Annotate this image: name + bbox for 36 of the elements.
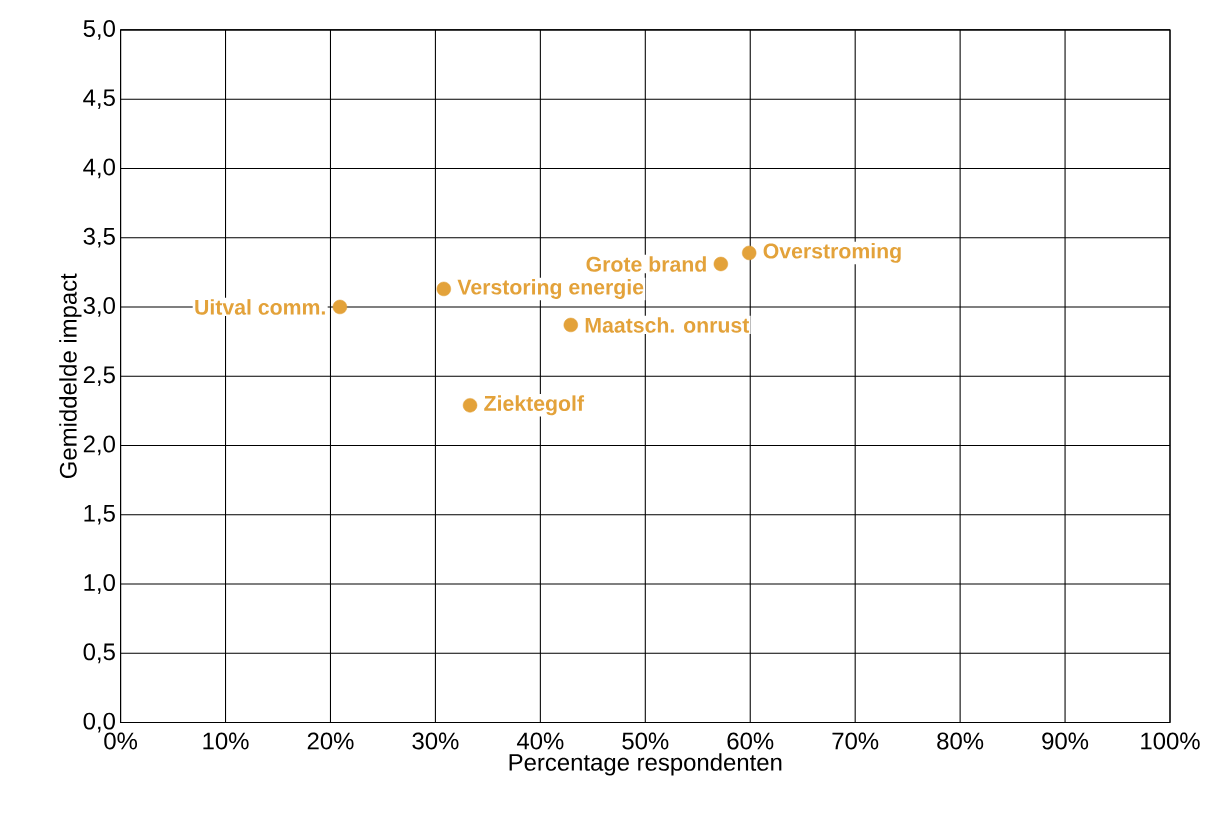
x-tick-label: 30% (412, 732, 459, 750)
series-label: Overstroming (763, 242, 901, 263)
y-tick-label: 3,5 (83, 227, 115, 248)
y-tick-label: 2,5 (83, 366, 115, 386)
y-tick-label: 0,0 (83, 712, 115, 733)
x-tick-label: 60% (727, 732, 774, 750)
point (713, 256, 729, 272)
point (563, 317, 578, 333)
x-axis-title: Percentage respondenten (509, 753, 782, 776)
x-tick-label: 90% (1042, 732, 1089, 750)
point (462, 398, 478, 413)
point (742, 245, 757, 261)
y-tick-label: 2,0 (83, 435, 115, 456)
y-axis-title: Gemiddelde impact (59, 273, 82, 478)
x-tick-label: 80% (937, 732, 984, 750)
series-label: Ziektegolf (484, 395, 585, 416)
y-tick-label: 0,5 (83, 643, 115, 664)
y-tick-label: 1,5 (84, 504, 115, 525)
series-label: Verstoring energie (457, 278, 644, 299)
x-tick-label: 70% (832, 732, 879, 750)
y-tick-label: 3,0 (83, 296, 115, 317)
x-tick-label: 50% (622, 732, 669, 750)
y-tick-label: 5,0 (83, 19, 115, 40)
y-tick-label: 4,5 (83, 89, 115, 109)
series-label: Maatsch. onrust (585, 317, 750, 333)
y-tick-label: 1,0 (84, 574, 115, 594)
x-tick-label: 40% (516, 732, 564, 750)
series-label: Uitval comm. (195, 299, 325, 315)
x-tick-label: 0% (104, 732, 138, 750)
point (436, 281, 451, 297)
x-tick-label: 100% (1141, 732, 1200, 750)
y-tick-label: 4,0 (83, 158, 115, 179)
point (332, 299, 348, 315)
series-label: Grote brand (586, 256, 706, 272)
x-tick-label: 10% (203, 732, 249, 750)
x-tick-label: 20% (307, 732, 354, 750)
